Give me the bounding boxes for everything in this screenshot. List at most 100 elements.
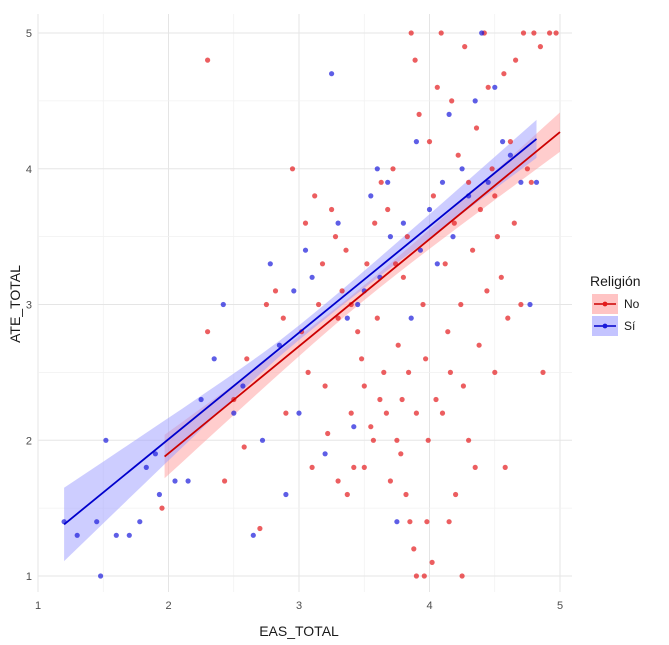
data-point-no [370,437,376,443]
y-tick-label: 3 [26,300,32,312]
legend-item-si: Sí [592,316,636,336]
data-point-no [387,478,393,484]
data-point-no [438,30,444,36]
data-point-no [339,288,345,294]
data-point-si [240,383,246,389]
data-point-no [309,464,315,470]
data-point-si [143,464,149,470]
data-point-si [220,301,226,308]
data-point-si [400,220,406,226]
x-tick-label: 1 [35,600,41,612]
data-point-no [492,193,498,199]
legend-point [602,301,608,307]
data-point-si [103,437,109,443]
data-point-no [403,491,409,498]
y-axis-title: ATE_TOTAL [7,265,23,343]
data-point-no [489,166,495,172]
data-point-no [383,410,389,416]
data-point-no [302,220,309,226]
data-point-no [494,234,500,240]
data-point-no [205,329,211,335]
data-point-si [527,301,533,308]
data-point-no [449,98,455,104]
data-point-si [413,139,419,145]
data-point-no [425,437,431,443]
data-point-no [472,464,478,470]
data-point-no [420,301,426,308]
data-point-no [492,369,498,375]
data-point-no [498,274,504,280]
data-point-no [372,220,378,226]
data-point-si [259,437,266,443]
data-point-no [433,396,439,403]
data-point-no [361,383,367,389]
data-point-no [390,166,396,172]
y-tick-label: 2 [26,435,32,447]
data-point-no [439,410,446,416]
data-point-no [528,179,534,185]
data-point-si [374,166,380,172]
data-point-no [518,301,524,308]
data-point-no [329,206,335,213]
data-point-no [325,430,331,437]
data-point-no [430,193,436,199]
data-point-si [267,261,273,267]
data-point-no [374,315,380,321]
data-point-no [399,396,405,403]
data-point-no [398,451,404,457]
data-point-no [319,261,326,267]
legend-label: Sí [624,319,636,333]
data-point-no [322,383,328,389]
data-point-si [434,261,440,267]
axis-ticks: 1 2 3 4 5 1 2 3 4 5 [26,28,563,612]
data-point-no [520,30,527,36]
data-point-no [445,329,451,335]
data-point-si [156,491,162,498]
data-point-si [387,234,393,240]
x-tick-label: 4 [426,600,432,612]
data-point-si [518,179,524,185]
data-point-no [406,369,412,375]
data-point-no [458,301,464,308]
data-point-no [476,342,482,348]
x-axis-title: EAS_TOTAL [259,623,339,639]
legend-title: Religión [590,273,641,289]
data-point-no [312,193,318,199]
data-point-no [531,30,537,36]
data-point-no [466,179,472,185]
data-point-no [205,57,211,63]
data-point-no [429,559,435,566]
data-point-no [408,30,414,36]
data-point-no [351,464,357,470]
data-point-no [501,71,507,77]
data-point-no [524,166,531,172]
y-tick-label: 5 [26,28,32,40]
data-point-no [513,57,519,63]
data-point-no [368,424,374,430]
data-point-si [231,410,237,416]
confidence-band-si [64,119,537,562]
data-point-si [211,356,217,362]
legend: Religión No Sí [590,273,641,336]
data-point-no [446,519,452,525]
data-point-no [344,491,350,498]
data-point-no [359,356,365,362]
data-point-no [547,30,553,36]
x-tick-label: 5 [557,600,563,612]
data-point-no [335,478,341,484]
data-point-si [446,111,452,117]
data-point-si [500,139,506,145]
data-point-si [198,396,204,403]
data-point-no [473,125,480,131]
data-point-no [378,179,384,185]
data-point-no [222,478,228,484]
data-point-si [385,179,391,185]
fit-line-no [164,131,561,458]
data-point-si [113,532,119,538]
data-point-si [472,98,478,104]
data-point-si [426,206,433,213]
data-point-no [537,44,544,50]
legend-label: No [624,297,640,311]
data-point-no [361,464,367,470]
data-point-no [400,274,406,280]
